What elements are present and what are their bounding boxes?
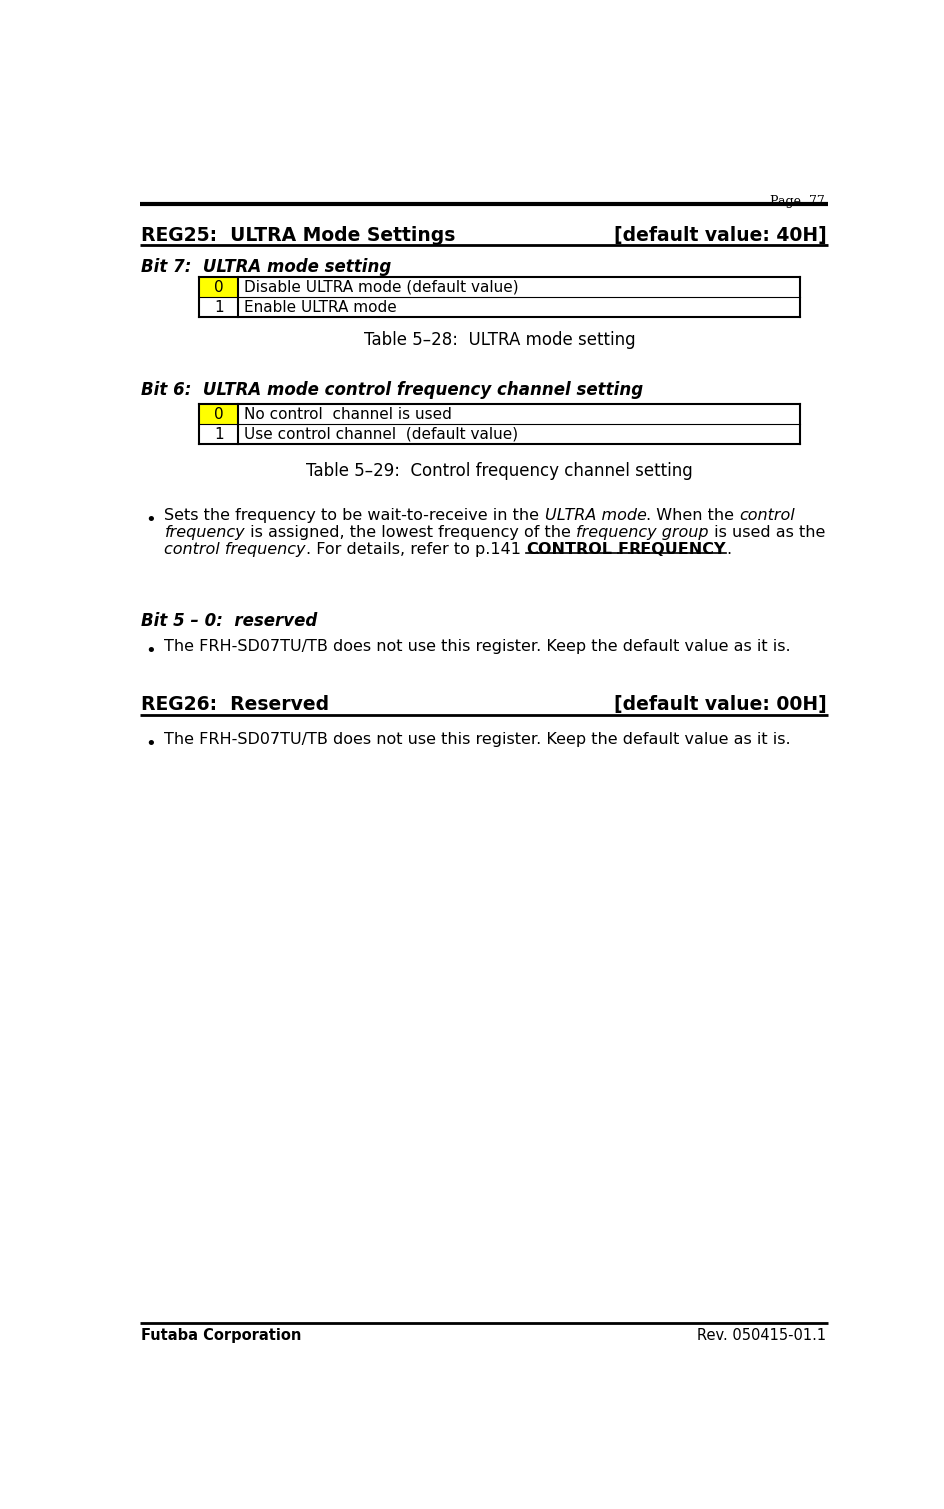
Bar — [199, 278, 238, 297]
Bar — [199, 297, 238, 317]
Text: is used as the: is used as the — [709, 525, 825, 540]
Bar — [238, 424, 800, 445]
Text: [default value: 00H]: [default value: 00H] — [614, 696, 826, 714]
Text: Bit 7:  ULTRA mode setting: Bit 7: ULTRA mode setting — [142, 258, 392, 276]
Text: ONTROL: ONTROL — [538, 542, 617, 557]
Text: Table 5–28:  ULTRA mode setting: Table 5–28: ULTRA mode setting — [363, 332, 635, 349]
Bar — [238, 404, 800, 424]
Text: control: control — [740, 509, 796, 524]
Text: frequency group: frequency group — [576, 525, 709, 540]
Text: •: • — [145, 643, 156, 661]
Text: 0: 0 — [214, 279, 224, 294]
Text: 1: 1 — [214, 300, 224, 315]
Text: Sets the frequency to be wait-to-receive in the: Sets the frequency to be wait-to-receive… — [164, 509, 545, 524]
Text: . When the: . When the — [647, 509, 740, 524]
Text: frequency: frequency — [164, 525, 245, 540]
Text: Bit 5 – 0:  reserved: Bit 5 – 0: reserved — [142, 613, 317, 631]
Text: REQUENCY: REQUENCY — [629, 542, 726, 557]
Text: [default value: 40H]: [default value: 40H] — [614, 226, 826, 244]
Text: is assigned, the lowest frequency of the: is assigned, the lowest frequency of the — [245, 525, 576, 540]
Text: ULTRA mode: ULTRA mode — [545, 509, 647, 524]
Text: •: • — [145, 735, 156, 753]
Text: The FRH-SD07TU/TB does not use this register. Keep the default value as it is.: The FRH-SD07TU/TB does not use this regi… — [164, 640, 791, 655]
Text: Futaba Corporation: Futaba Corporation — [142, 1328, 302, 1343]
Text: Disable ULTRA mode (default value): Disable ULTRA mode (default value) — [244, 279, 519, 294]
Text: Bit 6:  ULTRA mode control frequency channel setting: Bit 6: ULTRA mode control frequency chan… — [142, 382, 644, 400]
Text: 1: 1 — [214, 427, 224, 442]
Text: Table 5–29:  Control frequency channel setting: Table 5–29: Control frequency channel se… — [306, 462, 693, 480]
Text: No control  channel is used: No control channel is used — [244, 407, 452, 423]
Text: F: F — [617, 542, 629, 557]
Text: .: . — [726, 542, 731, 557]
Text: 0: 0 — [214, 407, 224, 423]
Bar — [199, 424, 238, 445]
Text: The FRH-SD07TU/TB does not use this register. Keep the default value as it is.: The FRH-SD07TU/TB does not use this regi… — [164, 732, 791, 747]
Bar — [199, 404, 238, 424]
Text: Page  77: Page 77 — [770, 195, 825, 208]
Text: control frequency: control frequency — [164, 542, 306, 557]
Text: REG25:  ULTRA Mode Settings: REG25: ULTRA Mode Settings — [142, 226, 456, 244]
Text: Use control channel  (default value): Use control channel (default value) — [244, 427, 518, 442]
Bar — [238, 278, 800, 297]
Text: •: • — [145, 512, 156, 530]
Text: Enable ULTRA mode: Enable ULTRA mode — [244, 300, 397, 315]
Text: REG26:  Reserved: REG26: Reserved — [142, 696, 329, 714]
Text: . For details, refer to p.141: . For details, refer to p.141 — [306, 542, 526, 557]
Text: C: C — [526, 542, 538, 557]
Bar — [238, 297, 800, 317]
Text: Rev. 050415-01.1: Rev. 050415-01.1 — [698, 1328, 826, 1343]
